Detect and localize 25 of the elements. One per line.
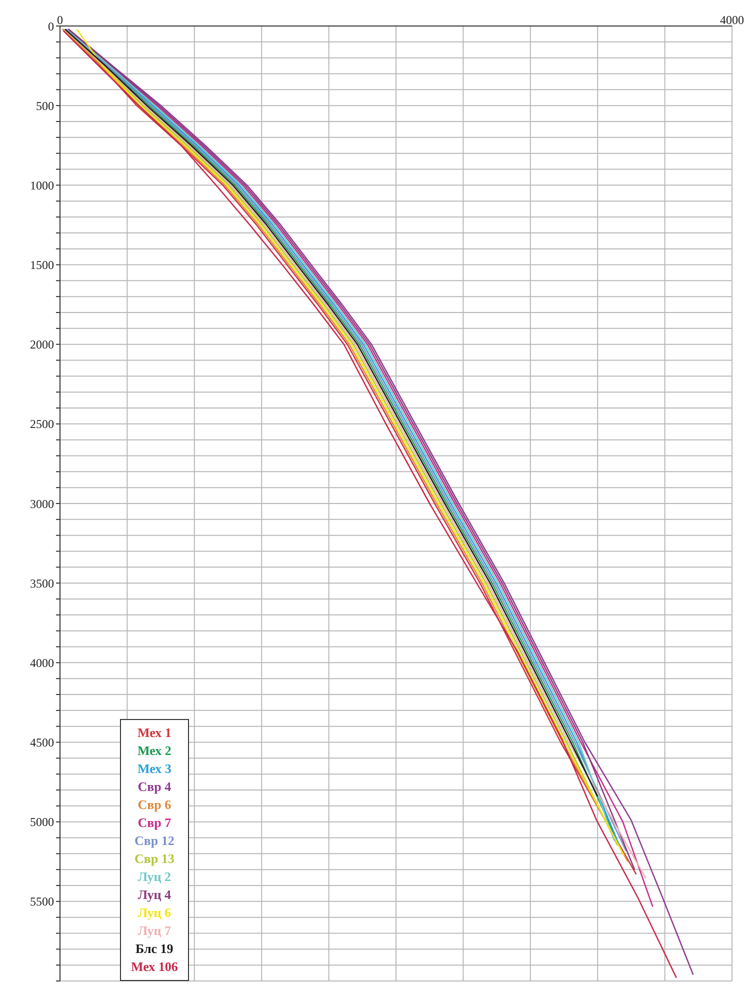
text: Луц 6	[136, 904, 172, 922]
y-tick-label: 1000	[30, 178, 54, 192]
text: Свр 12	[133, 832, 176, 850]
text: Свр 4	[136, 778, 172, 796]
y-tick-label: 1500	[30, 258, 54, 272]
y-tick-label: 3500	[30, 576, 54, 590]
y-tick-label: 500	[36, 98, 54, 113]
text: Мех 106	[131, 958, 178, 976]
y-tick-label: 3000	[30, 496, 54, 511]
y-tick-label: 4000	[30, 656, 54, 670]
text: Луц 7	[136, 922, 172, 940]
text: Луц 4	[136, 886, 172, 904]
text: Мех 1	[136, 724, 172, 742]
text: Мех 3	[136, 760, 172, 778]
text: Свр 13	[133, 850, 176, 868]
y-tick-label: 5000	[30, 815, 54, 830]
y-tick-label: 5500	[30, 894, 54, 909]
text: Свр 7	[136, 814, 172, 832]
text: Блс 19	[134, 940, 174, 958]
text: Луц 2	[136, 868, 172, 886]
y-tick-label: 4500	[30, 736, 54, 750]
text: Свр 6	[136, 796, 172, 814]
y-tick-label: 2000	[30, 338, 54, 352]
text: Мех 2	[136, 742, 172, 760]
y-tick-label: 2500	[30, 417, 54, 432]
